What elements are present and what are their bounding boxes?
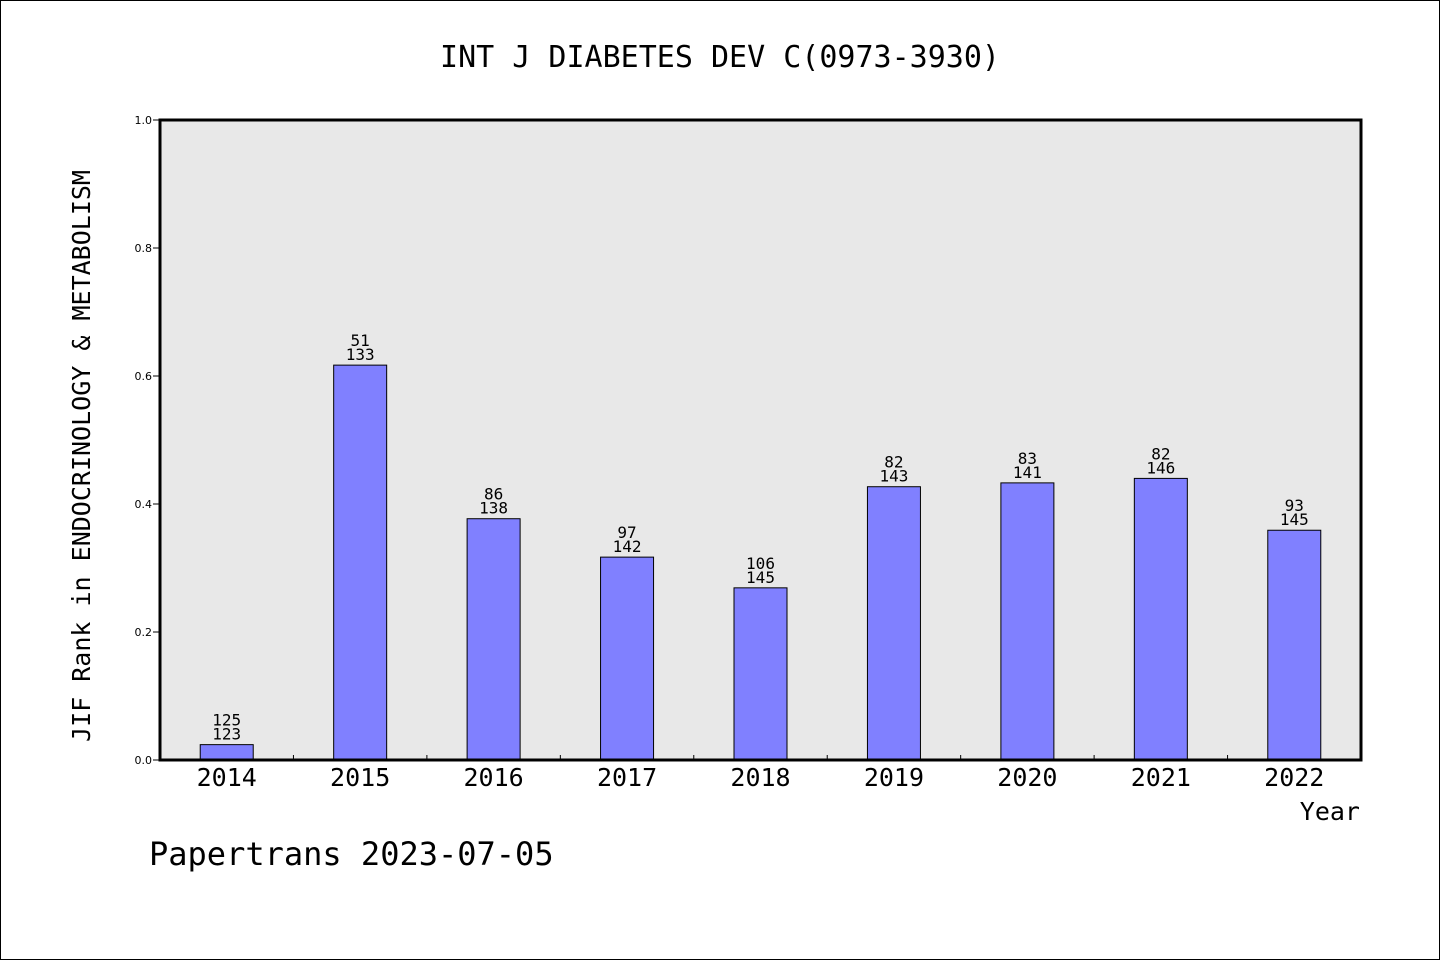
bar (600, 556, 655, 761)
bar (1133, 477, 1188, 761)
x-tick-label: 2014 (197, 763, 257, 792)
bar-label-total: 146 (1146, 458, 1175, 477)
x-tick-label: 2017 (597, 763, 657, 792)
x-tick-label: 2019 (864, 763, 924, 792)
x-tick-label: 2018 (730, 763, 790, 792)
bar-label-total: 145 (746, 568, 775, 587)
plot-area: 0.00.20.40.60.81.01251232014511332015861… (135, 114, 1363, 792)
bar-label-rank: 51 (351, 331, 370, 350)
bar-label-total: 145 (1280, 510, 1309, 529)
bar-label-total: 138 (479, 499, 508, 518)
x-axis-label: Year (1300, 797, 1360, 826)
y-tick-label: 0.4 (135, 498, 153, 511)
bar (866, 486, 921, 761)
bar-label-total: 133 (346, 345, 375, 364)
bar (1000, 482, 1055, 761)
bar (333, 364, 388, 761)
bar-label-total: 141 (1013, 463, 1042, 482)
x-tick-label: 2021 (1131, 763, 1191, 792)
x-tick-label: 2015 (330, 763, 390, 792)
bar-label-rank: 82 (1151, 444, 1170, 463)
bar-label-rank: 82 (884, 453, 903, 472)
y-tick-label: 0.6 (135, 370, 153, 383)
bar-label-rank: 125 (212, 711, 241, 730)
bar-label-total: 123 (212, 725, 241, 744)
plot-border (158, 118, 1363, 762)
bar (199, 744, 254, 761)
footer-credit: Papertrans 2023-07-05 (149, 835, 554, 873)
bar (733, 587, 788, 761)
bar (466, 518, 521, 761)
bar-label-rank: 93 (1285, 496, 1304, 515)
x-tick-label: 2016 (464, 763, 524, 792)
bar-label-rank: 97 (617, 523, 636, 542)
y-tick-label: 0.0 (135, 754, 153, 767)
x-tick-label: 2020 (997, 763, 1057, 792)
bar-label-rank: 106 (746, 554, 775, 573)
y-axis-label: JIF Rank in ENDOCRINOLOGY & METABOLISM (67, 170, 96, 742)
y-tick-label: 0.2 (135, 626, 153, 639)
bar-label-rank: 83 (1018, 449, 1037, 468)
bar-label-total: 142 (613, 537, 642, 556)
bar (1267, 529, 1322, 761)
bar-label-total: 143 (879, 467, 908, 486)
y-tick-label: 0.8 (135, 242, 153, 255)
bar-label-rank: 86 (484, 485, 503, 504)
x-tick-label: 2022 (1264, 763, 1324, 792)
chart-title: INT J DIABETES DEV C(0973-3930) (440, 40, 1000, 75)
y-tick-label: 1.0 (135, 114, 153, 127)
